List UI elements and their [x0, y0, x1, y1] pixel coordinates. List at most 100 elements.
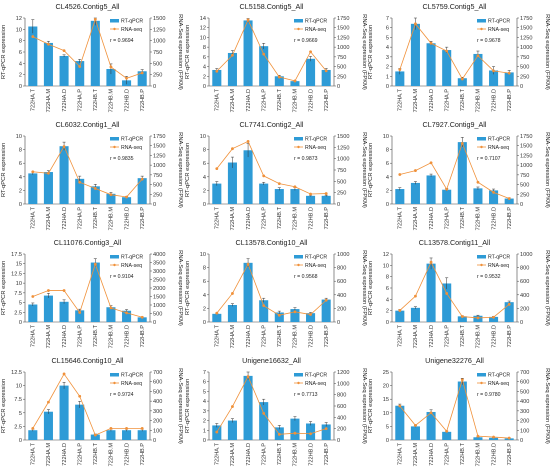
rnaseq-line: [399, 23, 510, 80]
x-tick-label: 722HA.P: [261, 207, 267, 230]
y-axis-label: RT-qPCR expression: [185, 25, 191, 79]
y2-tick-label: 250: [337, 191, 346, 197]
qpcr-bar: [290, 418, 300, 440]
y2-axis-label: RNA-Seq expression (FPKM): [361, 368, 367, 444]
rnaseq-line: [216, 18, 327, 82]
legend-bar-swatch: [294, 373, 303, 377]
x-tick-label: 722HA.T: [215, 324, 221, 347]
rnaseq-point: [47, 42, 50, 46]
x-tick-label: 722HA.M: [46, 89, 52, 113]
y-tick-label: 7: [386, 16, 389, 22]
legend-bar-swatch: [477, 373, 486, 377]
y-tick-label: 6: [386, 286, 389, 292]
y-tick-label: 12.5: [11, 271, 22, 277]
legend-line-label: RNA-seq: [121, 27, 142, 33]
rnaseq-point: [93, 262, 97, 266]
qpcr-bar: [106, 69, 116, 86]
qpcr-bar: [426, 411, 436, 440]
x-tick-label: 722HA.T: [398, 324, 404, 347]
chart-title: Unigene32276_All: [425, 356, 484, 365]
x-tick-label: 722HB.P: [140, 325, 146, 348]
qpcr-bar: [306, 58, 316, 86]
y-tick-label: 10: [200, 134, 206, 140]
x-tick-label: 722HA.M: [230, 207, 236, 231]
rnaseq-point: [414, 424, 417, 427]
x-tick-label: 722HB.M: [476, 325, 482, 349]
x-tick-label: 722HB.T: [277, 88, 283, 111]
qpcr-bar: [227, 305, 237, 322]
y-axis-label: RT-qPCR expression: [1, 25, 7, 79]
y2-tick-label: 200: [337, 427, 346, 433]
y2-tick-label: 1250: [337, 35, 349, 41]
legend-bar-swatch: [110, 373, 119, 377]
y-tick-label: 0: [19, 438, 22, 444]
rnaseq-point: [414, 22, 417, 26]
rnaseq-point: [277, 313, 281, 317]
legend-line-label: RNA-seq: [305, 381, 326, 387]
y2-tick-label: 200: [337, 306, 346, 312]
y2-tick-label: 700: [153, 370, 162, 376]
chart-title: CL15646.Contig10_All: [52, 356, 124, 365]
y2-tick-label: 200: [520, 306, 529, 312]
y2-tick-label: 250: [153, 73, 162, 79]
y2-axis-label: RNA-Seq expression (FPKM): [177, 132, 183, 208]
y2-tick-label: 0: [153, 84, 156, 90]
legend-bar-swatch: [110, 255, 119, 259]
rnaseq-point: [324, 192, 328, 195]
rnaseq-point: [429, 260, 433, 264]
qpcr-bar: [290, 189, 300, 204]
y-tick-label: 15: [383, 397, 389, 403]
y-tick-label: 14: [200, 16, 206, 22]
x-tick-label: 722HA.T: [31, 88, 37, 111]
x-tick-label: 722HA.D: [246, 325, 252, 348]
qpcr-bar: [274, 189, 284, 204]
qpcr-bar: [75, 61, 85, 86]
y2-tick-label: 0: [153, 202, 156, 208]
qpcr-bar: [90, 434, 100, 440]
y2-tick-label: 1000: [337, 157, 349, 163]
x-tick-label: 722HA.P: [77, 207, 83, 230]
y-tick-label: 0: [19, 320, 22, 326]
legend-line-label: RNA-seq: [305, 27, 326, 33]
x-tick-label: 722HB.P: [324, 325, 330, 348]
y2-tick-label: 400: [153, 399, 162, 405]
rnaseq-point: [507, 71, 511, 75]
qpcr-bar: [90, 186, 100, 204]
rnaseq-point: [476, 434, 480, 438]
rnaseq-point: [429, 41, 433, 45]
qpcr-bar: [212, 69, 222, 86]
y-tick-label: 0: [19, 202, 22, 208]
y-tick-label: 0: [203, 438, 206, 444]
qpcr-bar: [290, 81, 300, 86]
rnaseq-point: [293, 431, 297, 435]
legend-line-marker: [113, 145, 116, 149]
chart-panel: Unigene32276_All 0 5 10 15 20 25 0 100 200 300 400 5…: [367, 354, 550, 472]
rnaseq-point: [62, 145, 66, 148]
legend-bar-label: RT-qPCR: [121, 137, 143, 143]
rnaseq-point: [47, 400, 50, 404]
qpcr-bar: [457, 78, 467, 86]
rnaseq-point: [262, 52, 266, 56]
chart-svg: CL7927.Contig9_All 0 2 4 6 8 10 0 250 500 750 1000 1…: [368, 120, 550, 230]
qpcr-bar: [259, 183, 269, 204]
rnaseq-point: [293, 310, 297, 314]
rnaseq-point: [429, 161, 433, 165]
y-tick-label: 3: [203, 409, 206, 415]
qpcr-bar: [504, 302, 514, 322]
legend-bar-label: RT-qPCR: [121, 373, 143, 379]
y-tick-label: 3: [386, 55, 389, 61]
x-tick-label: 722HA.D: [62, 89, 68, 112]
qpcr-bar: [395, 405, 405, 440]
correlation-value: r = 0.9724: [110, 392, 134, 398]
x-tick-label: 722HB.T: [93, 88, 99, 111]
qpcr-bar: [212, 183, 222, 204]
rnaseq-line: [32, 18, 143, 79]
rnaseq-point: [109, 193, 113, 197]
x-tick-label: 722HB.M: [109, 325, 115, 349]
rnaseq-point: [78, 65, 82, 68]
x-tick-label: 722HB.T: [277, 324, 283, 347]
chart-title: CL7741.Contig2_All: [240, 120, 304, 129]
y-tick-label: 6: [386, 26, 389, 32]
qpcr-bar: [489, 316, 499, 322]
x-tick-label: 722HA.T: [215, 88, 221, 111]
